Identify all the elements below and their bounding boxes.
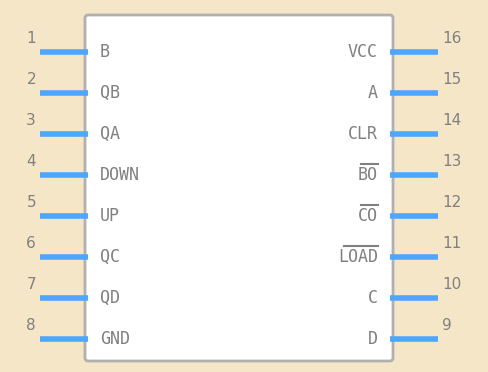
FancyBboxPatch shape <box>85 15 393 361</box>
Text: 5: 5 <box>26 195 36 210</box>
Text: QA: QA <box>100 125 120 143</box>
Text: LOAD: LOAD <box>338 248 378 266</box>
Text: B: B <box>100 43 110 61</box>
Text: 9: 9 <box>442 318 452 333</box>
Text: 1: 1 <box>26 31 36 46</box>
Text: 3: 3 <box>26 113 36 128</box>
Text: QB: QB <box>100 84 120 102</box>
Text: 7: 7 <box>26 277 36 292</box>
Text: 14: 14 <box>442 113 461 128</box>
Text: 12: 12 <box>442 195 461 210</box>
Text: QC: QC <box>100 248 120 266</box>
Text: QD: QD <box>100 289 120 307</box>
Text: 13: 13 <box>442 154 461 169</box>
Text: A: A <box>368 84 378 102</box>
Text: 11: 11 <box>442 236 461 251</box>
Text: C: C <box>368 289 378 307</box>
Text: 8: 8 <box>26 318 36 333</box>
Text: 15: 15 <box>442 72 461 87</box>
Text: 10: 10 <box>442 277 461 292</box>
Text: 4: 4 <box>26 154 36 169</box>
Text: CLR: CLR <box>348 125 378 143</box>
Text: UP: UP <box>100 207 120 225</box>
Text: DOWN: DOWN <box>100 166 140 184</box>
Text: VCC: VCC <box>348 43 378 61</box>
Text: 16: 16 <box>442 31 461 46</box>
Text: 6: 6 <box>26 236 36 251</box>
Text: D: D <box>368 330 378 348</box>
Text: GND: GND <box>100 330 130 348</box>
Text: CO: CO <box>358 207 378 225</box>
Text: BO: BO <box>358 166 378 184</box>
Text: 2: 2 <box>26 72 36 87</box>
